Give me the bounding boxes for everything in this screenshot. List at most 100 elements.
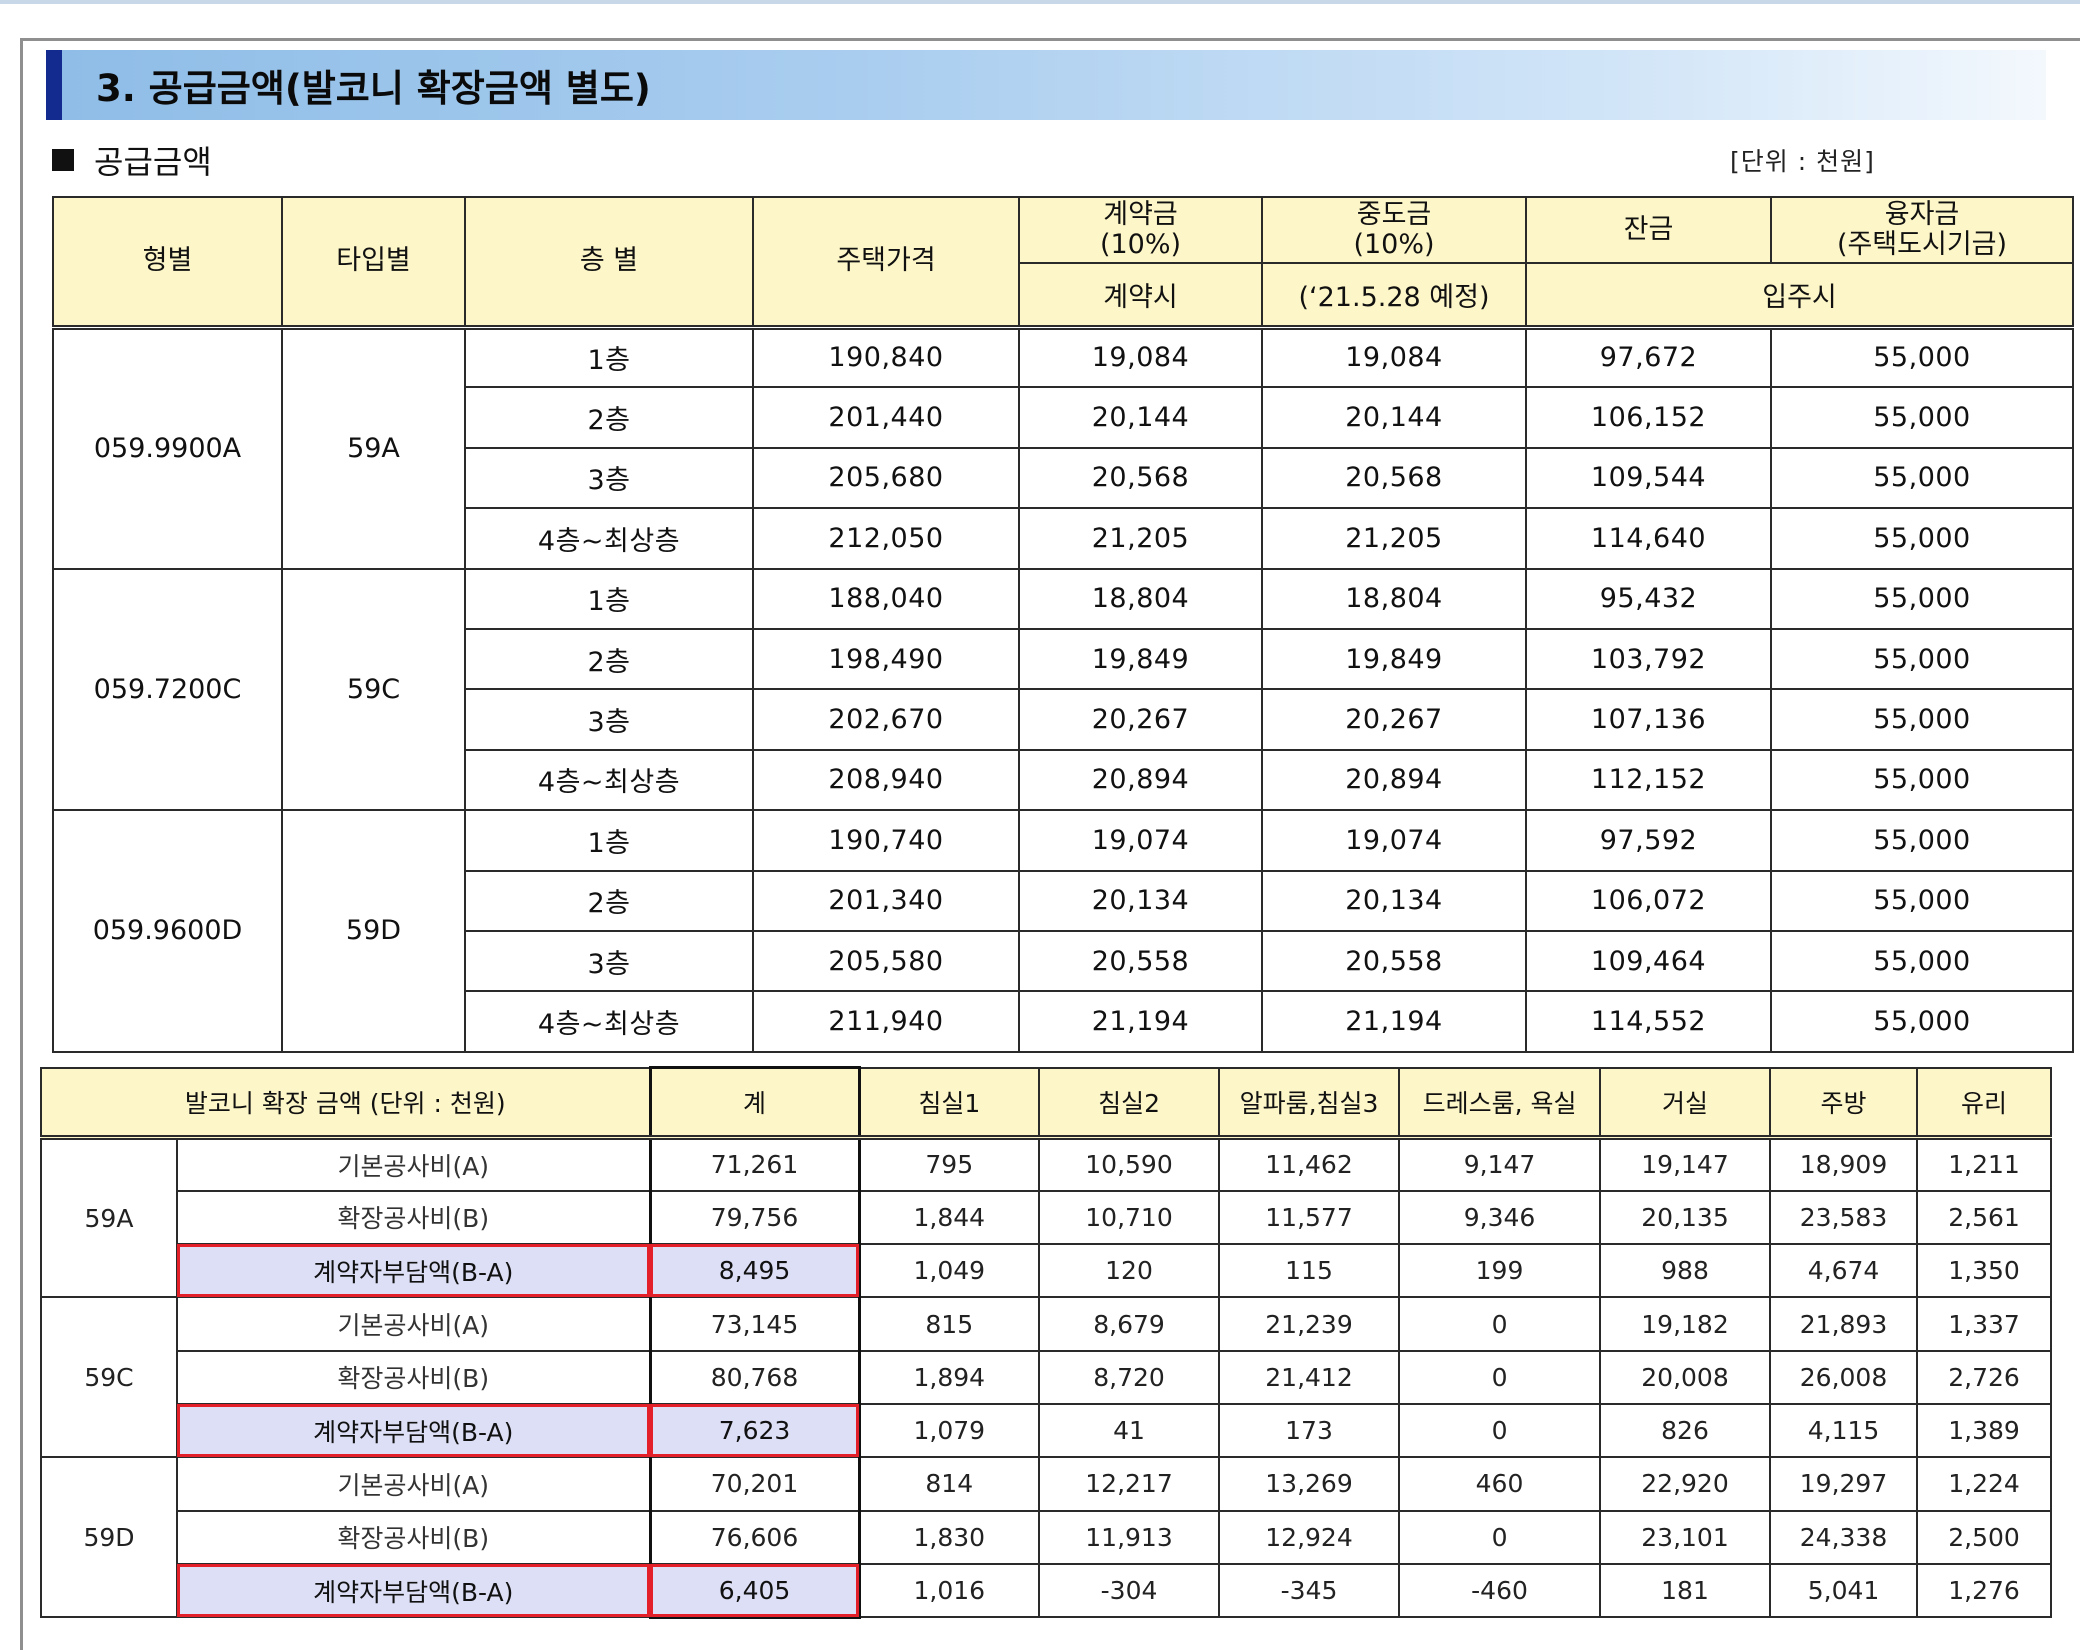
loan-cell: 55,000 [1770, 688, 2074, 751]
living-room-cell: 20,135 [1599, 1189, 1772, 1246]
balcony-share-row: 계약자부담액(B-A) 7,623 1,079 41 173 0 826 4,115 1,389 [41, 1402, 2053, 1459]
header-movein-timing: 입주시 [1525, 262, 2074, 330]
dress-room-cell: -460 [1398, 1562, 1602, 1619]
bed2-cell: 120 [1038, 1243, 1221, 1299]
deposit-cell: 20,568 [1018, 446, 1263, 510]
alpha-room-cell: 12,924 [1218, 1509, 1401, 1565]
cost-label-cell: 기본공사비(A) [175, 1296, 652, 1352]
kitchen-cell: 5,041 [1769, 1562, 1919, 1619]
loan-cell: 55,000 [1770, 627, 2074, 691]
kitchen-cell: 26,008 [1769, 1349, 1919, 1405]
cost-label-cell: 계약자부담액(B-A) [175, 1243, 652, 1299]
balance-cell: 97,592 [1525, 809, 1772, 872]
header-price: 주택가격 [752, 196, 1020, 330]
loan-cell: 55,000 [1770, 386, 2074, 449]
total-cell: 80,768 [648, 1349, 861, 1405]
bed2-cell: 8,679 [1038, 1296, 1221, 1352]
dress-room-cell: 0 [1398, 1402, 1602, 1459]
kitchen-cell: 19,297 [1769, 1456, 1919, 1512]
loan-cell: 55,000 [1770, 809, 2074, 872]
middle-payment-cell: 19,084 [1261, 325, 1527, 389]
middle-payment-cell: 19,849 [1261, 627, 1527, 691]
bed2-cell: -304 [1038, 1562, 1221, 1619]
header-loan: 융자금 (주택도시기금) [1770, 196, 2074, 264]
page-frame [20, 38, 2080, 1650]
bed2-cell: 8,720 [1038, 1349, 1221, 1405]
deposit-cell: 20,558 [1018, 929, 1263, 993]
total-cell: 79,756 [648, 1189, 861, 1246]
price-cell: 198,490 [752, 627, 1020, 691]
floor-cell: 2층 [464, 869, 754, 932]
middle-payment-cell: 20,144 [1261, 386, 1527, 449]
glass-cell: 1,276 [1916, 1562, 2053, 1619]
cost-label-cell: 확장공사비(B) [175, 1349, 652, 1405]
bed2-cell: 11,913 [1038, 1509, 1221, 1565]
deposit-cell: 20,134 [1018, 869, 1263, 932]
price-cell: 202,670 [752, 688, 1020, 751]
dress-room-cell: 0 [1398, 1296, 1602, 1352]
top-rule [0, 0, 2080, 4]
middle-payment-cell: 20,267 [1261, 688, 1527, 751]
price-cell: 211,940 [752, 990, 1020, 1053]
cost-label-cell: 확장공사비(B) [175, 1189, 652, 1246]
balcony-table-body: 59A 기본공사비(A) 71,261 795 10,590 11,462 9,147 19,… [40, 1136, 2053, 1619]
dress-room-cell: 9,346 [1398, 1189, 1602, 1246]
balcony-type-cell: 59D [40, 1456, 178, 1619]
deposit-cell: 19,084 [1018, 325, 1263, 389]
supply-row: 059.7200C 59C 1층 188,040 18,804 18,804 95,432 5… [52, 567, 2074, 812]
glass-cell: 2,726 [1916, 1349, 2053, 1405]
balcony-row: 59C 기본공사비(A) 73,145 815 8,679 21,239 0 19,182 21… [40, 1296, 2053, 1459]
balcony-share-row: 계약자부담액(B-A) 6,405 1,016 -304 -345 -460 181 5,04… [41, 1562, 2053, 1619]
floor-cell: 3층 [464, 688, 754, 751]
middle-payment-cell: 20,134 [1261, 869, 1527, 932]
balcony-row: 확장공사비(B) 76,606 1,830 11,913 12,924 0 23,101 24… [41, 1509, 2053, 1565]
supply-row: 059.9900A 59A 1층 190,840 19,084 19,084 97,672 5… [52, 325, 2074, 570]
total-cell: 6,405 [648, 1562, 861, 1619]
balcony-extension-table: 발코니 확장 금액 (단위 : 천원) 계 침실1 침실2 알파룸,침실3 드레… [39, 1066, 2053, 1619]
glass-cell: 1,224 [1916, 1456, 2053, 1512]
supply-row: 2층 201,440 20,144 20,144 106,152 55,000 [53, 386, 2074, 449]
living-room-cell: 19,147 [1599, 1136, 1772, 1192]
living-room-cell: 988 [1599, 1243, 1772, 1299]
supply-row: 3층 202,670 20,267 20,267 107,136 55,000 [53, 688, 2074, 751]
dress-room-cell: 199 [1398, 1243, 1602, 1299]
balcony-row: 확장공사비(B) 79,756 1,844 10,710 11,577 9,346 20,1… [41, 1189, 2053, 1246]
unit-subtype-cell: 59D [281, 809, 466, 1053]
floor-cell: 4층~최상층 [464, 990, 754, 1053]
balcony-header-kitchen: 주방 [1769, 1066, 1919, 1140]
middle-payment-cell: 21,205 [1261, 507, 1527, 570]
balcony-header-title: 발코니 확장 금액 (단위 : 천원) [39, 1066, 652, 1140]
supply-row: 059.9600D 59D 1층 190,740 19,074 19,074 97,592 5… [52, 809, 2074, 1053]
sub-heading-label: 공급금액 [94, 143, 212, 181]
alpha-room-cell: -345 [1218, 1562, 1401, 1619]
middle-payment-cell: 19,074 [1261, 809, 1527, 872]
price-cell: 201,340 [752, 869, 1020, 932]
deposit-cell: 18,804 [1018, 567, 1263, 630]
unit-subtype-cell: 59A [281, 326, 466, 570]
living-room-cell: 22,920 [1599, 1456, 1772, 1512]
floor-cell: 2층 [464, 386, 754, 449]
header-floor: 층 별 [464, 196, 754, 330]
price-cell: 190,740 [752, 809, 1020, 872]
balcony-share-row: 계약자부담액(B-A) 8,495 1,049 120 115 199 988 4,674 1,… [41, 1243, 2053, 1299]
deposit-cell: 19,074 [1018, 809, 1263, 872]
loan-cell: 55,000 [1770, 929, 2074, 993]
balance-cell: 109,464 [1525, 929, 1772, 993]
floor-cell: 3층 [464, 929, 754, 993]
deposit-cell: 19,849 [1018, 627, 1263, 691]
balcony-row: 59D 기본공사비(A) 70,201 814 12,217 13,269 460 22,92… [40, 1456, 2053, 1619]
balcony-header-bed2: 침실2 [1038, 1066, 1221, 1140]
cost-label-cell: 계약자부담액(B-A) [175, 1402, 652, 1459]
balance-cell: 95,432 [1525, 567, 1772, 630]
loan-cell: 55,000 [1770, 507, 2074, 570]
deposit-cell: 20,894 [1018, 748, 1263, 812]
supply-row: 3층 205,580 20,558 20,558 109,464 55,000 [53, 929, 2074, 993]
price-cell: 208,940 [752, 748, 1020, 812]
balance-cell: 114,552 [1525, 990, 1772, 1053]
balcony-header-alpha: 알파룸,침실3 [1218, 1066, 1401, 1140]
bed1-cell: 1,894 [858, 1349, 1041, 1405]
balance-cell: 97,672 [1525, 325, 1772, 389]
bed2-cell: 41 [1038, 1402, 1221, 1459]
kitchen-cell: 23,583 [1769, 1189, 1919, 1246]
price-cell: 205,580 [752, 929, 1020, 993]
